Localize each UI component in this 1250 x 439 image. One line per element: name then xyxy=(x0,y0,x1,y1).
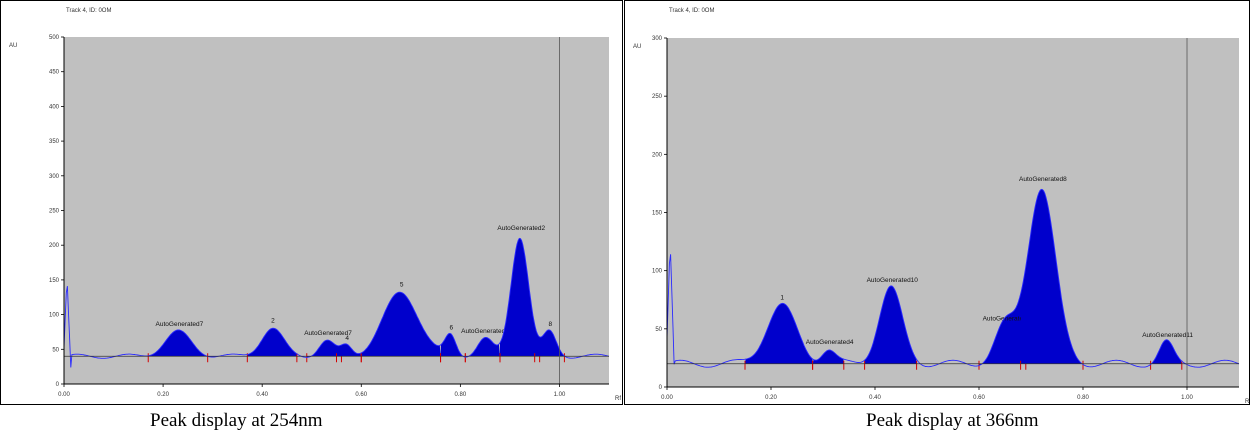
peak-area-1-3 xyxy=(979,267,1026,366)
peak-area-0-5 xyxy=(440,333,466,357)
y-tick-label: 150 xyxy=(652,211,663,217)
peak-area-0-4 xyxy=(361,292,441,357)
y-tick-label: 100 xyxy=(49,313,60,319)
x-tick-label: 0.20 xyxy=(765,395,777,401)
peak-area-1-0 xyxy=(745,303,813,364)
y-tick-label: 400 xyxy=(49,104,60,110)
chromatogram-254nm: Track 4, ID: 0OM AU Rf AutoGenerated7 2 AutoG… xyxy=(9,8,621,402)
chart-panel-366nm: Track 4, ID: 0OM AU Rf 1 AutoGenerated4 AutoG… xyxy=(624,0,1250,405)
y-tick-label: 0 xyxy=(659,385,663,391)
peak-label-1-1: AutoGenerated4 xyxy=(806,339,854,346)
y-axis-label: AU xyxy=(633,44,641,50)
y-tick-label: 350 xyxy=(49,139,60,145)
peak-label-0-5: 6 xyxy=(449,324,453,331)
chart-panel-254nm: Track 4, ID: 0OM AU Rf AutoGenerated7 2 AutoG… xyxy=(0,0,623,405)
y-tick-label: 500 xyxy=(49,35,60,41)
peak-label-0-0: AutoGenerated7 xyxy=(156,321,204,328)
chromatogram-trace xyxy=(63,237,610,368)
peak-label-0-7: AutoGenerated2 xyxy=(497,225,545,232)
y-tick-label: 300 xyxy=(49,174,60,180)
x-tick-label: 0.20 xyxy=(157,392,169,398)
peak-label-0-6: AutoGenerated11 xyxy=(461,328,512,335)
chromatogram-trace xyxy=(666,188,1240,368)
chromatogram-366nm: Track 4, ID: 0OM AU Rf 1 AutoGenerated4 AutoG… xyxy=(633,8,1249,404)
peak-area-1-1 xyxy=(812,350,844,364)
chart-title: Track 4, ID: 0OM xyxy=(66,8,111,14)
x-tick-label: 0.80 xyxy=(1077,395,1089,401)
caption-254nm: Peak display at 254nm xyxy=(150,410,323,431)
x-tick-label: 0.60 xyxy=(973,395,985,401)
peak-area-0-8 xyxy=(534,326,565,357)
x-tick-label: 0.40 xyxy=(869,395,881,401)
y-tick-label: 250 xyxy=(652,94,663,100)
peak-area-0-1 xyxy=(247,328,297,357)
peak-label-0-4: 5 xyxy=(400,281,404,288)
y-tick-label: 0 xyxy=(56,382,60,388)
peak-area-1-2 xyxy=(864,285,917,364)
y-tick-label: 200 xyxy=(49,243,60,249)
plot-area xyxy=(667,38,1239,387)
y-tick-label: 50 xyxy=(52,347,59,353)
x-tick-label: 0.80 xyxy=(455,392,467,398)
y-tick-label: 300 xyxy=(652,36,663,42)
y-tick-label: 450 xyxy=(49,70,60,76)
peak-area-1-4 xyxy=(1020,189,1083,365)
x-tick-label: 1.00 xyxy=(1181,395,1193,401)
y-tick-label: 250 xyxy=(49,209,60,215)
y-axis-label: AU xyxy=(9,43,17,49)
x-tick-label: 0.60 xyxy=(355,392,367,398)
peak-label-0-8: 8 xyxy=(549,321,553,328)
y-tick-label: 200 xyxy=(652,152,663,158)
peak-label-0-2: AutoGenerated7 xyxy=(304,330,352,337)
x-axis-label: Rf xyxy=(615,396,621,402)
y-tick-label: 150 xyxy=(49,278,60,284)
y-tick-label: 50 xyxy=(655,327,662,333)
peak-area-0-6 xyxy=(465,337,500,358)
peak-label-1-4: AutoGenerated8 xyxy=(1019,176,1067,183)
x-tick-label: 0.00 xyxy=(661,395,673,401)
x-axis-label: Rf xyxy=(1245,399,1249,404)
peak-label-0-1: 2 xyxy=(271,317,275,324)
x-tick-label: 1.00 xyxy=(554,392,566,398)
chart-title: Track 4, ID: 0OM xyxy=(669,8,714,14)
peak-label-1-3: AutoGenerated1 xyxy=(983,316,1031,323)
y-tick-label: 100 xyxy=(652,269,663,275)
x-tick-label: 0.00 xyxy=(58,392,70,398)
peak-area-0-7 xyxy=(500,238,540,357)
peak-label-1-2: AutoGenerated10 xyxy=(867,277,919,284)
peak-label-1-5: AutoGenerated11 xyxy=(1142,332,1193,339)
peak-label-1-0: 1 xyxy=(780,295,784,302)
peak-label-0-3: 4 xyxy=(345,335,349,342)
peak-area-0-0 xyxy=(148,330,208,357)
peak-area-1-5 xyxy=(1150,339,1182,365)
caption-366nm: Peak display at 366nm xyxy=(866,410,1039,431)
peak-area-0-3 xyxy=(336,343,362,357)
x-tick-label: 0.40 xyxy=(256,392,268,398)
